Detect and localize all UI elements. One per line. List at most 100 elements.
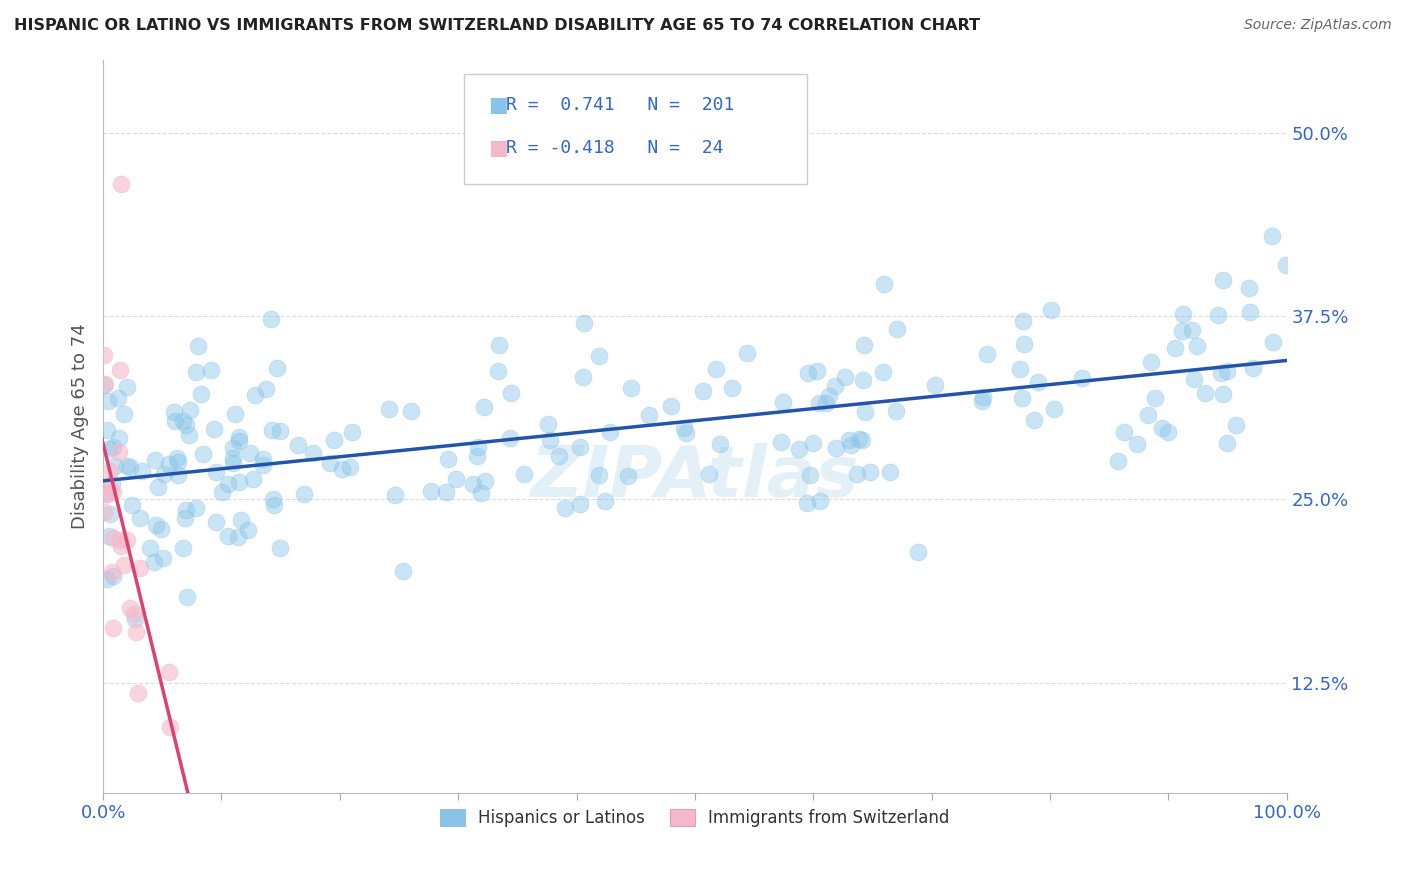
Point [167, 455, 190, 469]
Point [692, 384, 714, 399]
Point [465, 449, 488, 463]
Point [142, 555, 165, 569]
Point [851, 433, 873, 447]
Point [166, 468, 188, 483]
Point [470, 486, 492, 500]
Point [193, 447, 215, 461]
Y-axis label: Disability Age 65 to 74: Disability Age 65 to 74 [72, 323, 89, 529]
Point [617, 468, 640, 483]
Point [166, 451, 188, 466]
Point [101, 441, 124, 455]
Point [122, 607, 145, 621]
Point [796, 496, 818, 510]
Point [260, 423, 283, 437]
Point [378, 401, 401, 416]
Point [159, 721, 181, 735]
Point [1043, 401, 1066, 416]
Point [322, 433, 344, 447]
Point [595, 494, 617, 508]
Point [1209, 366, 1232, 380]
Point [292, 487, 315, 501]
Point [104, 458, 127, 473]
Point [437, 452, 460, 467]
Point [1026, 375, 1049, 389]
Point [146, 480, 169, 494]
Point [1206, 309, 1229, 323]
Point [263, 498, 285, 512]
Point [720, 381, 742, 395]
Point [152, 550, 174, 565]
Point [96, 423, 118, 437]
Point [172, 414, 194, 428]
Point [797, 366, 820, 380]
Point [772, 395, 794, 409]
Point [1011, 391, 1033, 405]
Point [228, 434, 250, 449]
Point [697, 467, 720, 481]
Point [174, 418, 197, 433]
Point [339, 460, 361, 475]
Point [112, 558, 135, 572]
Point [1171, 324, 1194, 338]
Point [801, 436, 824, 450]
Point [100, 477, 122, 491]
Point [205, 515, 228, 529]
Point [332, 462, 354, 476]
Point [93, 376, 115, 391]
Point [118, 601, 141, 615]
Point [107, 391, 129, 405]
Point [1150, 420, 1173, 434]
Point [121, 498, 143, 512]
Point [229, 512, 252, 526]
Point [1239, 305, 1261, 319]
Point [222, 456, 245, 470]
Point [872, 277, 894, 291]
Point [226, 530, 249, 544]
Point [94, 487, 117, 501]
Point [125, 624, 148, 639]
Point [1012, 314, 1035, 328]
Point [127, 686, 149, 700]
Point [252, 452, 274, 467]
Point [254, 382, 277, 396]
Point [174, 511, 197, 525]
Point [513, 467, 536, 482]
Point [128, 561, 150, 575]
Point [1241, 360, 1264, 375]
Point [176, 590, 198, 604]
Point [1010, 362, 1032, 376]
Point [1163, 341, 1185, 355]
Point [848, 432, 870, 446]
Point [124, 612, 146, 626]
Point [145, 517, 167, 532]
Point [98, 464, 121, 478]
Point [808, 493, 831, 508]
Point [217, 477, 239, 491]
Point [184, 365, 207, 379]
Point [1173, 307, 1195, 321]
Point [143, 453, 166, 467]
Point [93, 348, 115, 362]
Point [808, 396, 831, 410]
Point [163, 405, 186, 419]
Point [224, 407, 246, 421]
Point [638, 408, 661, 422]
Point [1274, 258, 1296, 272]
Point [1194, 386, 1216, 401]
Point [108, 445, 131, 459]
Point [108, 431, 131, 445]
Point [187, 339, 209, 353]
Point [619, 381, 641, 395]
Point [222, 441, 245, 455]
Point [262, 492, 284, 507]
Point [260, 311, 283, 326]
Point [228, 475, 250, 489]
Point [806, 364, 828, 378]
Point [392, 564, 415, 578]
Point [117, 458, 139, 473]
Point [735, 345, 758, 359]
Point [588, 349, 610, 363]
Point [1014, 337, 1036, 351]
Point [886, 322, 908, 336]
Point [101, 565, 124, 579]
